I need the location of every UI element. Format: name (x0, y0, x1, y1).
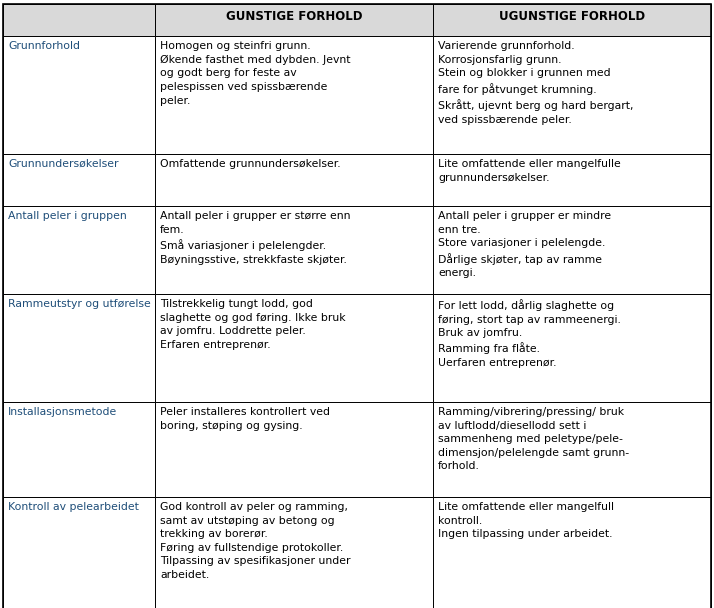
Text: Installasjonsmetode: Installasjonsmetode (8, 407, 117, 417)
Bar (3, 4, 155, 36)
Text: Antall peler i gruppen: Antall peler i gruppen (8, 211, 127, 221)
Bar (433, 154, 711, 206)
Bar (3, 294, 155, 402)
Text: Omfattende grunnundersøkelser.: Omfattende grunnundersøkelser. (160, 159, 341, 169)
Text: UGUNSTIGE FORHOLD: UGUNSTIGE FORHOLD (499, 10, 645, 23)
Bar (155, 36, 433, 154)
Text: Varierende grunnforhold.
Korrosjonsfarlig grunn.
Stein og blokker i grunnen med
: Varierende grunnforhold. Korrosjonsfarli… (438, 41, 633, 125)
Bar (433, 402, 711, 497)
Bar (433, 36, 711, 154)
Text: Grunnundersøkelser: Grunnundersøkelser (8, 159, 119, 169)
Text: Rammeutstyr og utførelse: Rammeutstyr og utførelse (8, 299, 151, 309)
Bar (433, 294, 711, 402)
Text: For lett lodd, dårlig slaghette og
føring, stort tap av rammeenergi.
Bruk av jom: For lett lodd, dårlig slaghette og førin… (438, 299, 621, 368)
Text: Grunnforhold: Grunnforhold (8, 41, 80, 51)
Text: Homogen og steinfri grunn.
Økende fasthet med dybden. Jevnt
og godt berg for fes: Homogen og steinfri grunn. Økende fasthe… (160, 41, 351, 106)
Bar (155, 402, 433, 497)
Bar (155, 4, 433, 36)
Bar (433, 4, 711, 36)
Text: Antall peler i grupper er mindre
enn tre.
Store variasjoner i pelelengde.
Dårlig: Antall peler i grupper er mindre enn tre… (438, 211, 611, 278)
Bar (155, 206, 433, 294)
Bar (3, 36, 155, 154)
Text: Antall peler i grupper er større enn
fem.
Små variasjoner i pelelengder.
Bøyning: Antall peler i grupper er større enn fem… (160, 211, 351, 264)
Text: Lite omfattende eller mangelfull
kontroll.
Ingen tilpassing under arbeidet.: Lite omfattende eller mangelfull kontrol… (438, 502, 614, 539)
Bar (155, 154, 433, 206)
Bar (3, 497, 155, 608)
Bar (433, 497, 711, 608)
Text: Kontroll av pelearbeidet: Kontroll av pelearbeidet (8, 502, 139, 512)
Bar (433, 206, 711, 294)
Text: Tilstrekkelig tungt lodd, god
slaghette og god føring. Ikke bruk
av jomfru. Lodd: Tilstrekkelig tungt lodd, god slaghette … (160, 299, 346, 350)
Text: Ramming/vibrering/pressing/ bruk
av luftlodd/diesellodd sett i
sammenheng med pe: Ramming/vibrering/pressing/ bruk av luft… (438, 407, 629, 471)
Bar (155, 294, 433, 402)
Text: God kontroll av peler og ramming,
samt av utstøping av betong og
trekking av bor: God kontroll av peler og ramming, samt a… (160, 502, 351, 580)
Bar (155, 497, 433, 608)
Bar (3, 206, 155, 294)
Text: GUNSTIGE FORHOLD: GUNSTIGE FORHOLD (226, 10, 362, 23)
Bar (3, 402, 155, 497)
Bar (3, 154, 155, 206)
Text: Lite omfattende eller mangelfulle
grunnundersøkelser.: Lite omfattende eller mangelfulle grunnu… (438, 159, 620, 182)
Text: Peler installeres kontrollert ved
boring, støping og gysing.: Peler installeres kontrollert ved boring… (160, 407, 330, 430)
